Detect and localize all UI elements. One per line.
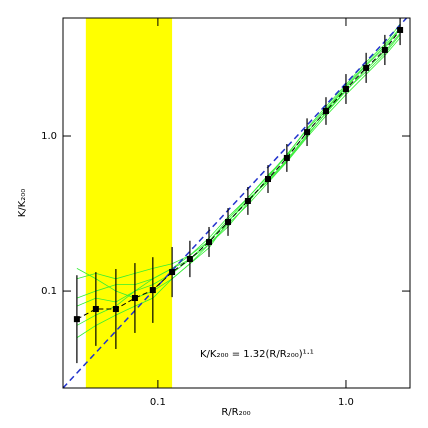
x-tick-label: 1.0 bbox=[338, 397, 354, 408]
data-point bbox=[264, 176, 271, 183]
plot-frame bbox=[62, 17, 411, 389]
x-tick-label: 0.1 bbox=[150, 397, 166, 408]
profile-line bbox=[76, 28, 401, 326]
x-axis-label: R/R₂₀₀ bbox=[221, 407, 250, 418]
data-point bbox=[169, 269, 176, 276]
data-point bbox=[186, 255, 193, 262]
y-tick-label: 1.0 bbox=[41, 131, 57, 142]
data-point bbox=[363, 64, 370, 71]
data-point bbox=[112, 306, 119, 313]
data-point bbox=[73, 316, 80, 323]
plot-area bbox=[63, 18, 408, 388]
y-tick-label: 0.1 bbox=[41, 286, 57, 297]
data-point bbox=[92, 306, 99, 313]
annotation: K/K₂₀₀ = 1.32(R/R₂₀₀)¹·¹ bbox=[200, 349, 314, 360]
data-point bbox=[283, 154, 290, 161]
data-point bbox=[244, 197, 251, 204]
data-point bbox=[131, 295, 138, 302]
data-point bbox=[397, 26, 404, 33]
data-point bbox=[206, 239, 213, 246]
shaded-region bbox=[85, 18, 173, 388]
profile-line bbox=[76, 34, 401, 299]
profile-line bbox=[76, 23, 401, 307]
data-point bbox=[149, 287, 156, 294]
mean-line bbox=[76, 29, 401, 320]
data-point bbox=[381, 46, 388, 53]
profile-line bbox=[76, 27, 401, 299]
data-point bbox=[342, 86, 349, 93]
data-point bbox=[304, 129, 311, 136]
fit-line bbox=[63, 18, 408, 388]
data-point bbox=[322, 107, 329, 114]
y-axis-label: K/K₂₀₀ bbox=[17, 189, 28, 218]
data-point bbox=[225, 218, 232, 225]
